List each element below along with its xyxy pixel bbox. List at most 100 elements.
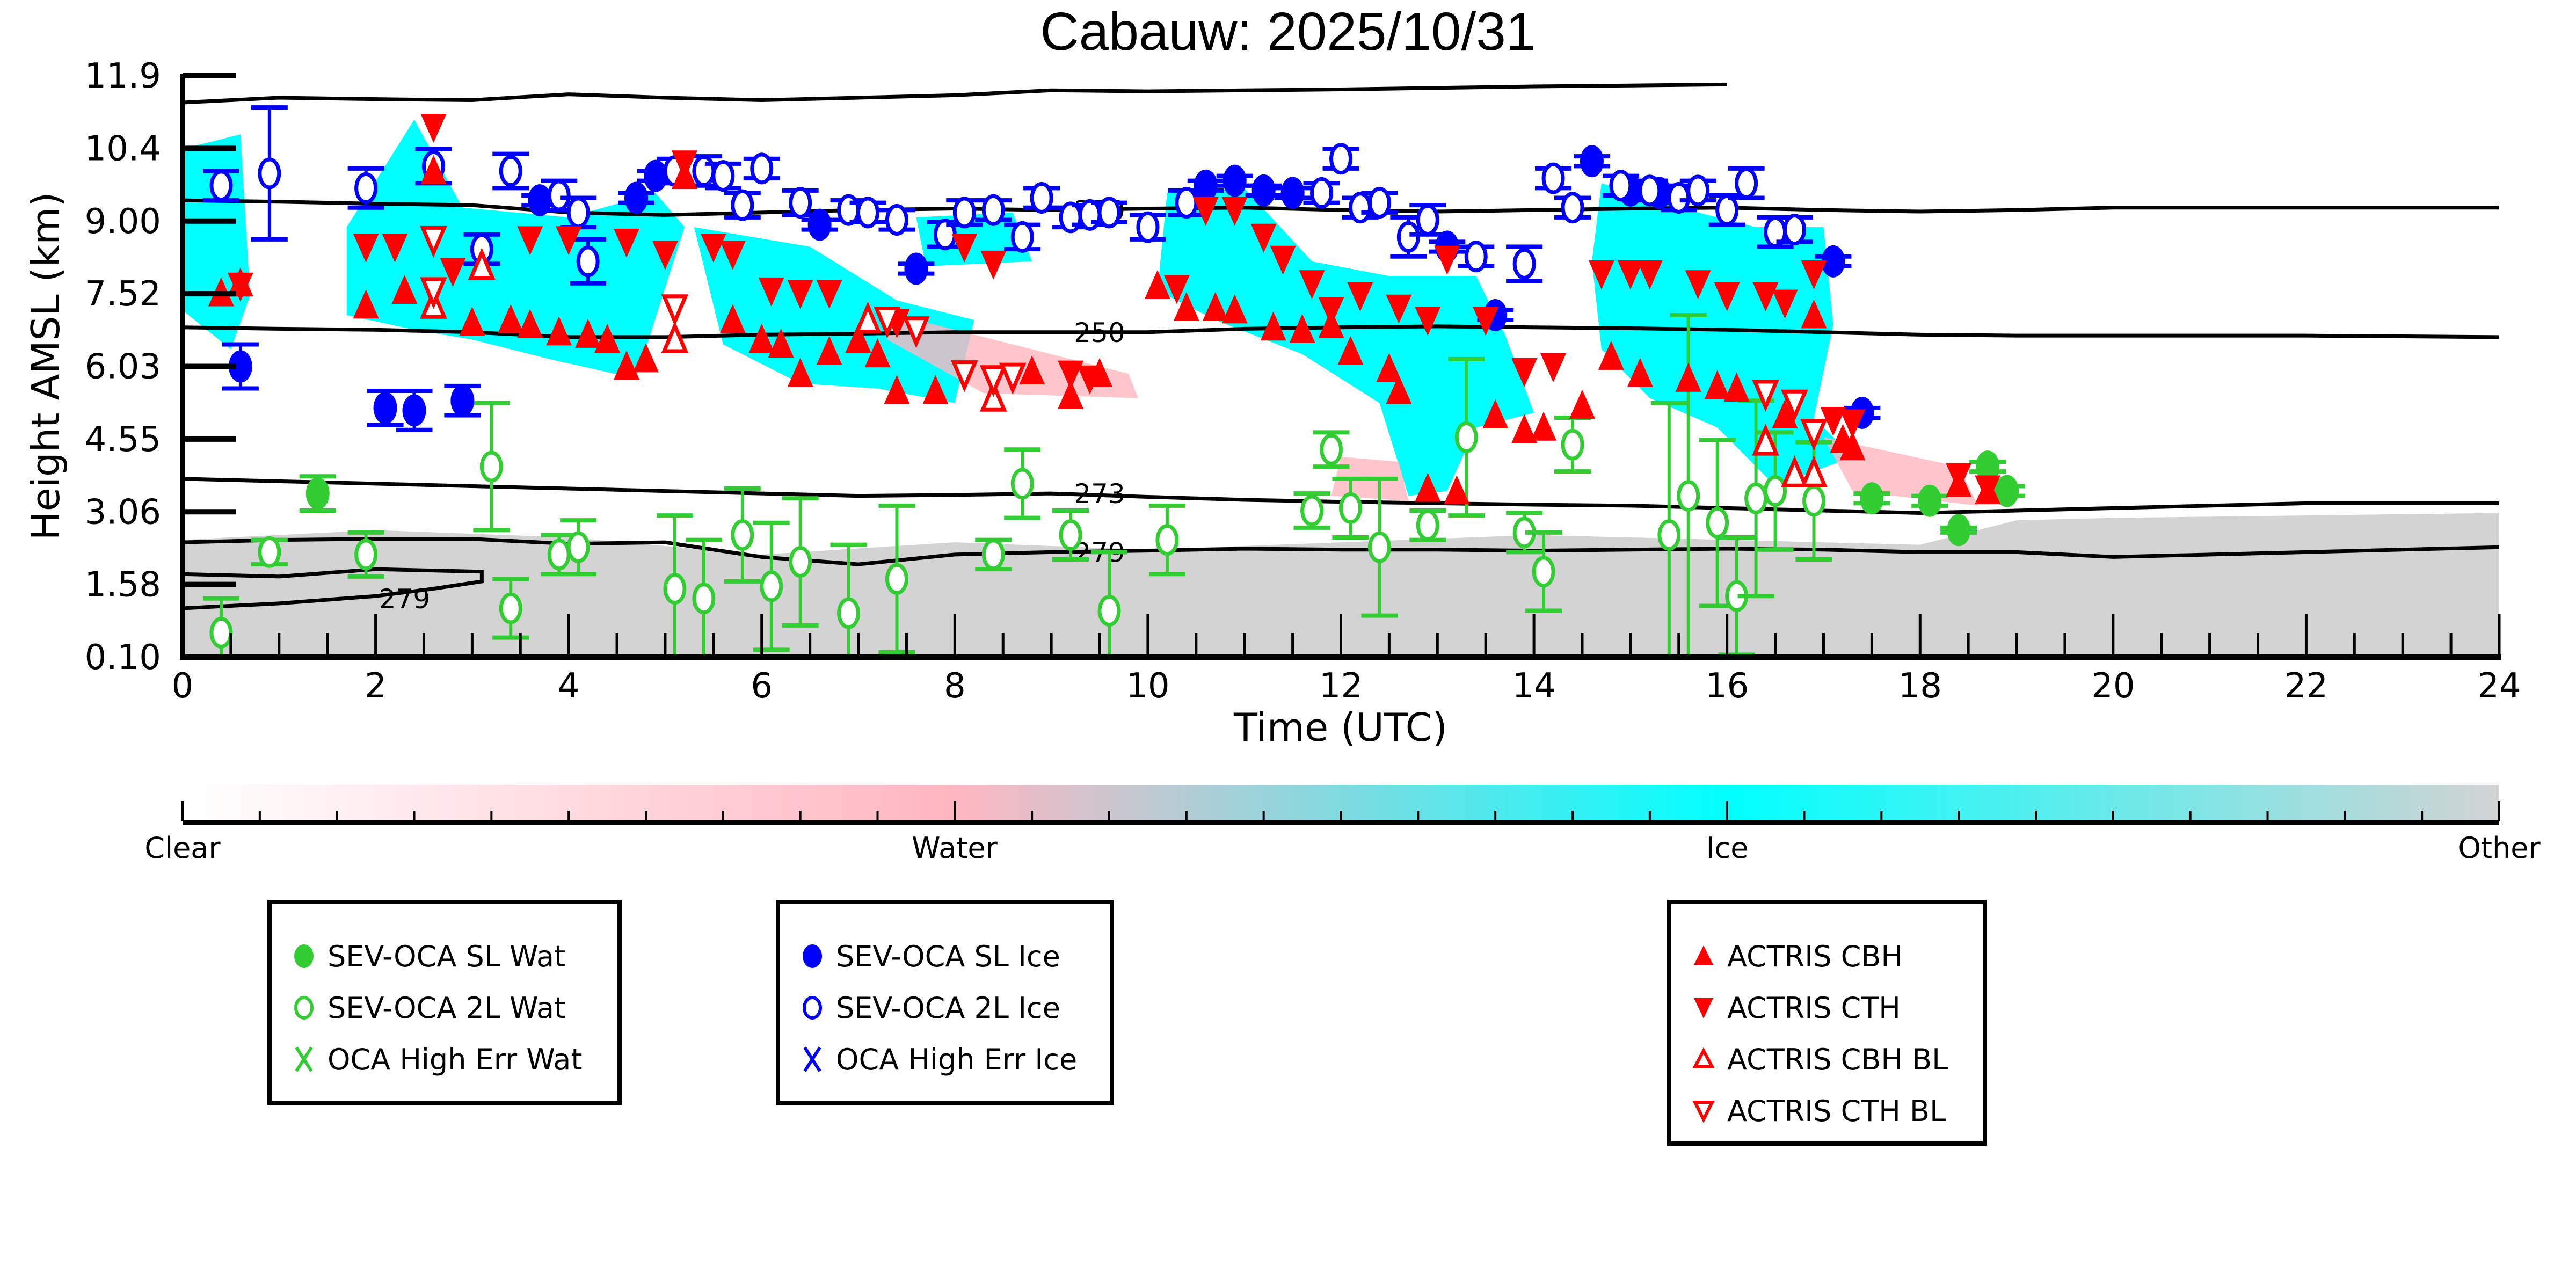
marker-open-circle <box>1300 494 1324 527</box>
marker-triangle-up <box>1704 370 1730 399</box>
marker-open-circle <box>209 616 233 649</box>
marker-triangle-down <box>1250 223 1277 253</box>
filled-circle-icon <box>294 944 314 968</box>
marker-filled-circle <box>643 159 667 192</box>
marker-open-circle <box>354 172 378 204</box>
colorbar-label-other: Other <box>2458 831 2541 865</box>
legend-label: SEV-OCA 2L Ice <box>836 991 1060 1025</box>
legend-label: OCA High Err Ice <box>836 1042 1078 1076</box>
contour-label: 250 <box>1074 317 1125 348</box>
ice-region <box>183 134 250 350</box>
marker-open-circle <box>1416 509 1439 541</box>
axes: 0 2 4 6 8 10 12 14 16 18 20 22 240.101.583.064.556.0… <box>85 56 2521 706</box>
marker-triangle-down <box>758 277 784 307</box>
ice-region <box>1157 188 1534 496</box>
marker-open-circle <box>1320 433 1343 465</box>
marker-triangle-down <box>1415 307 1441 336</box>
legend-label: ACTRIS CTH <box>1727 991 1901 1025</box>
marker-triangle-down-open <box>1781 389 1808 422</box>
marker-open-circle <box>1802 485 1825 517</box>
y-tick-label: 10.4 <box>85 129 162 169</box>
marker-triangle-up <box>1415 472 1441 502</box>
marker-triangle-down <box>1511 358 1538 388</box>
marker-triangle-up-open <box>468 248 496 280</box>
colorbar-label-water: Water <box>912 831 998 865</box>
y-tick-label: 0.10 <box>85 638 162 678</box>
colorbar-axis-line <box>183 820 2499 825</box>
marker-triangle-up <box>1173 292 1199 321</box>
marker-filled-circle <box>450 384 475 417</box>
marker-open-circle <box>1367 531 1391 563</box>
colorbar-label-clear: Clear <box>144 831 221 865</box>
marker-open-circle <box>499 592 522 624</box>
marker-triangle-down <box>1588 260 1614 290</box>
marker-filled-circle <box>904 252 928 285</box>
contour-line <box>183 537 2499 566</box>
marker-open-circle <box>1059 201 1082 234</box>
marker-open-circle <box>547 179 571 212</box>
marker-triangle-down <box>614 228 640 258</box>
marker-triangle-up <box>1598 340 1624 370</box>
marker-triangle-down <box>652 241 678 270</box>
marker-triangle-up <box>391 274 418 304</box>
y-tick-label: 6.03 <box>85 347 162 387</box>
legend-item: ACTRIS CTH <box>1687 989 1901 1027</box>
data-markers <box>202 105 2026 657</box>
marker-open-circle <box>1561 192 1584 224</box>
marker-open-circle <box>258 536 281 568</box>
x-tick-label: 20 <box>2091 666 2135 706</box>
marker-filled-circle <box>228 350 252 383</box>
marker-triangle-down <box>1192 197 1219 226</box>
marker-open-circle <box>1396 221 1420 253</box>
marker-open-circle <box>837 194 861 226</box>
marker-open-circle <box>711 160 735 192</box>
marker-open-circle <box>1561 428 1584 461</box>
marker-open-circle <box>1464 241 1488 273</box>
legend-ice: SEV-OCA SL Ice SEV-OCA 2L Ice OCA High E… <box>776 900 1114 1105</box>
x-tick-label: 10 <box>1126 666 1169 706</box>
legend-label: SEV-OCA SL Ice <box>836 939 1060 973</box>
marker-filled-circle <box>1194 169 1218 202</box>
marker-triangle-up <box>845 323 871 353</box>
x-tick-label: 6 <box>751 666 773 706</box>
marker-open-circle <box>1078 199 1102 231</box>
marker-triangle-up <box>1531 411 1557 441</box>
marker-triangle-up <box>864 338 891 368</box>
marker-triangle-up <box>1058 380 1084 409</box>
marker-triangle-up <box>1511 414 1538 443</box>
y-tick-label: 11.9 <box>85 56 162 96</box>
marker-triangle-down <box>517 226 543 256</box>
marker-triangle-up <box>1444 475 1470 505</box>
marker-triangle-down <box>1347 282 1373 311</box>
marker-triangle-up <box>1675 362 1701 392</box>
x-tick-label: 22 <box>2284 666 2328 706</box>
marker-open-circle <box>856 197 880 229</box>
marker-triangle-down <box>1752 282 1779 311</box>
marker-open-circle <box>663 573 687 605</box>
open-circle-icon <box>294 996 314 1020</box>
marker-open-circle <box>1367 187 1391 219</box>
colorbar-label-ice: Ice <box>1706 831 1749 865</box>
triangle-down-open-icon <box>1692 1101 1715 1123</box>
marker-open-circle <box>566 531 590 563</box>
marker-triangle-up <box>517 309 543 338</box>
marker-triangle-down <box>1473 307 1499 336</box>
marker-open-circle <box>1310 177 1334 209</box>
marker-open-circle <box>760 570 783 602</box>
marker-open-circle <box>981 539 1005 571</box>
marker-triangle-down <box>353 233 379 263</box>
marker-open-circle <box>1097 197 1121 229</box>
marker-triangle-up <box>1337 336 1364 365</box>
marker-open-circle <box>952 197 976 229</box>
marker-triangle-up-open <box>1800 455 1828 487</box>
marker-triangle-down-open <box>420 277 447 309</box>
legend-item: ACTRIS CTH BL <box>1687 1092 1946 1130</box>
x-tick-label: 2 <box>365 666 387 706</box>
triangle-down-filled-icon <box>1694 998 1713 1018</box>
marker-triangle-up <box>594 323 621 353</box>
marker-triangle-down-open <box>951 360 978 392</box>
marker-triangle-up <box>922 375 949 404</box>
triangle-up-filled-icon <box>1694 945 1713 965</box>
marker-triangle-down <box>1163 275 1190 304</box>
x-tick-label: 24 <box>2477 666 2521 706</box>
